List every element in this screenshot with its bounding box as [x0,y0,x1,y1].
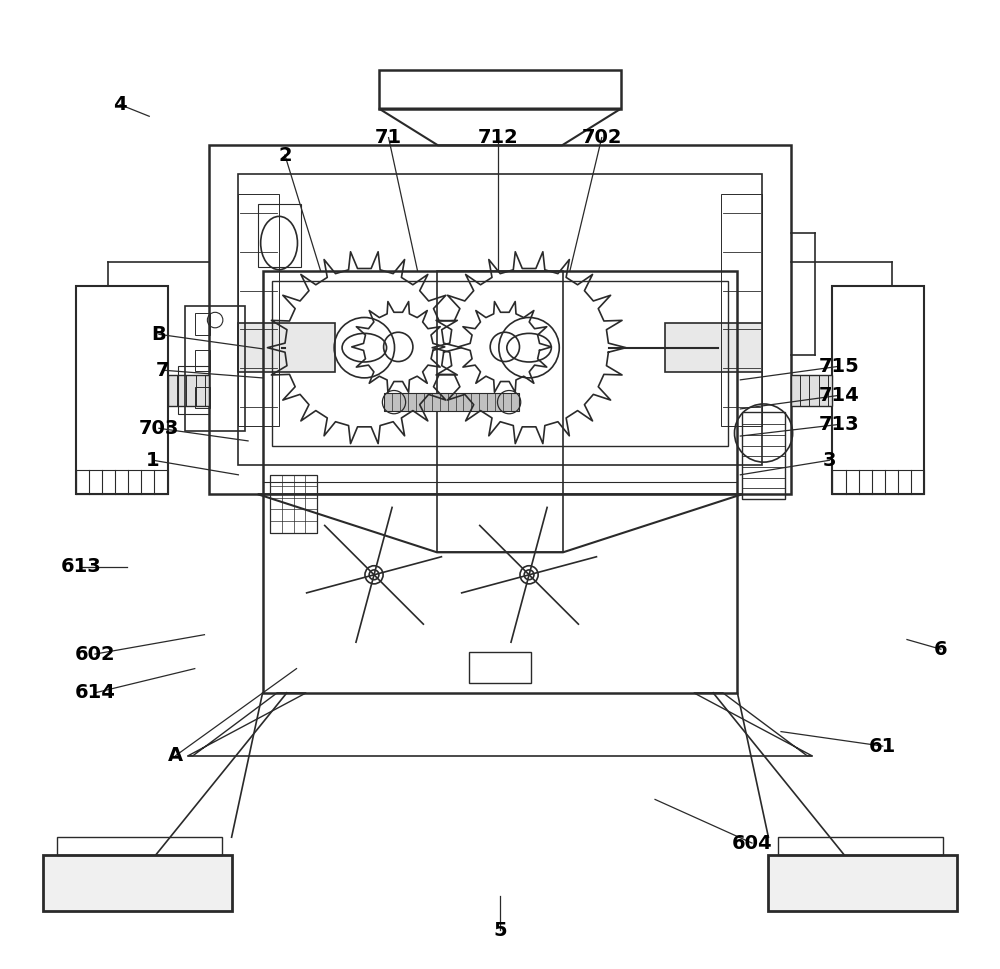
Bar [665,324,762,372]
Bar [178,365,209,415]
Bar [209,145,791,494]
Text: 61: 61 [869,736,896,756]
Text: 613: 613 [61,557,102,577]
Bar [379,70,621,109]
Text: A: A [168,746,183,766]
Text: 71: 71 [375,128,402,147]
Bar [791,374,832,405]
Bar [469,652,531,683]
Bar [238,194,279,426]
Bar [832,286,924,494]
Text: 6: 6 [934,640,948,659]
Bar [258,204,301,267]
Text: 713: 713 [819,415,859,434]
Text: 3: 3 [823,451,836,470]
Text: 714: 714 [819,386,860,405]
Text: 703: 703 [139,419,179,438]
Bar [263,271,737,693]
Bar [437,271,563,552]
Text: 602: 602 [75,644,115,664]
Text: 1: 1 [146,451,160,470]
Text: 604: 604 [732,833,772,853]
Text: 2: 2 [278,145,292,165]
Text: 614: 614 [75,683,115,703]
Bar [742,412,785,499]
Text: 7: 7 [156,360,170,380]
Bar [76,286,168,494]
Text: B: B [152,325,166,344]
Bar [76,470,168,494]
Text: 5: 5 [493,921,507,940]
Bar [195,313,210,334]
Bar [778,837,943,855]
Bar [43,855,232,911]
Text: 4: 4 [113,95,127,114]
Bar [195,350,210,371]
Bar [721,194,762,426]
Bar [768,855,957,911]
Bar [195,387,210,408]
Bar [270,475,317,533]
Bar [238,324,335,372]
Bar [185,305,245,431]
Bar [238,174,762,465]
Bar [168,374,209,405]
Bar [272,281,728,446]
Bar [57,837,222,855]
Bar [384,393,519,411]
Text: 702: 702 [581,128,622,147]
Text: 712: 712 [478,128,518,147]
Bar [832,470,924,494]
Text: 715: 715 [819,357,860,376]
